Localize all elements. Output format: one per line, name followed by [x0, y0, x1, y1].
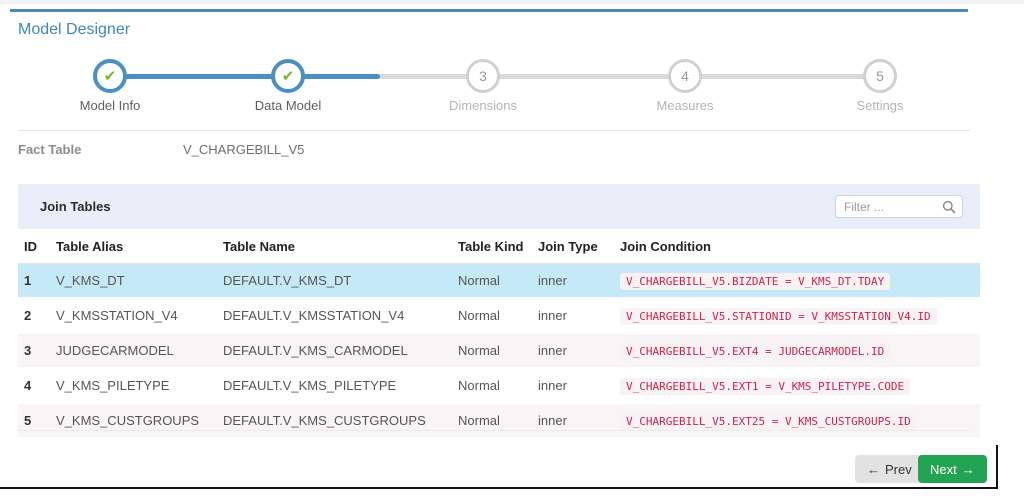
col-header-table-name: Table Name	[217, 232, 452, 264]
check-icon: ✔	[281, 67, 295, 85]
row-table-alias: V_KMS_DT	[56, 273, 125, 288]
filter-input[interactable]	[836, 199, 942, 214]
row-table-name: DEFAULT.V_KMS_CARMODEL	[223, 343, 408, 358]
stepper-progress	[110, 74, 380, 79]
row-table-alias: JUDGECARMODEL	[56, 343, 174, 358]
row-join-type: inner	[538, 378, 567, 393]
table-row[interactable]: 3 JUDGECARMODEL DEFAULT.V_KMS_CARMODEL N…	[18, 333, 980, 368]
row-table-alias: V_KMSSTATION_V4	[56, 308, 178, 323]
table-row[interactable]: 2 V_KMSSTATION_V4 DEFAULT.V_KMSSTATION_V…	[18, 298, 980, 333]
col-header-id: ID	[18, 232, 50, 264]
col-header-table-kind: Table Kind	[452, 232, 532, 264]
prev-button-label: Prev	[885, 461, 912, 477]
row-id: 5	[24, 413, 32, 428]
next-button-label: Next	[930, 461, 957, 477]
join-condition-code: V_CHARGEBILL_V5.EXT25 = V_KMS_CUSTGROUPS…	[620, 413, 917, 430]
screenshot-frame-bottom	[0, 487, 998, 489]
section-divider	[18, 130, 970, 131]
col-header-table-alias: Table Alias	[50, 232, 217, 264]
search-icon	[942, 200, 956, 213]
join-tables-table: ID Table Alias Table Name Table Kind Joi…	[18, 232, 980, 439]
step-number: 3	[479, 68, 487, 84]
join-condition-code: V_CHARGEBILL_V5.EXT1 = V_KMS_PILETYPE.CO…	[620, 378, 911, 395]
step-number: 5	[876, 68, 884, 84]
row-table-kind: Normal	[458, 343, 500, 358]
accent-divider	[10, 9, 968, 12]
row-table-kind: Normal	[458, 308, 500, 323]
table-row[interactable]: 1 V_KMS_DT DEFAULT.V_KMS_DT Normal inner…	[18, 263, 980, 298]
join-tables-panel: Join Tables	[18, 184, 980, 229]
table-bottom-divider	[18, 430, 970, 431]
prev-button[interactable]: ← Prev	[855, 455, 924, 483]
step-circle-model-info[interactable]: ✔	[93, 59, 127, 93]
row-id: 4	[24, 378, 32, 393]
join-tables-title: Join Tables	[40, 199, 111, 214]
screenshot-frame-right	[996, 445, 998, 489]
fact-table-value: V_CHARGEBILL_V5	[183, 142, 305, 157]
join-condition-code: V_CHARGEBILL_V5.BIZDATE = V_KMS_DT.TDAY	[620, 273, 891, 290]
step-label-model-info: Model Info	[79, 98, 141, 113]
top-edge-strip	[0, 0, 1024, 4]
step-circle-measures[interactable]: 4	[668, 59, 702, 93]
col-header-join-type: Join Type	[532, 232, 614, 264]
col-header-join-condition: Join Condition	[614, 232, 980, 264]
check-icon: ✔	[103, 67, 117, 85]
row-table-name: DEFAULT.V_KMS_CUSTGROUPS	[223, 413, 426, 428]
row-id: 3	[24, 343, 32, 358]
row-table-alias: V_KMS_PILETYPE	[56, 378, 170, 393]
join-condition-code: V_CHARGEBILL_V5.STATIONID = V_KMSSTATION…	[620, 308, 937, 325]
row-table-kind: Normal	[458, 413, 500, 428]
row-table-name: DEFAULT.V_KMSSTATION_V4	[223, 308, 405, 323]
page-title: Model Designer	[18, 21, 131, 38]
step-number: 4	[681, 68, 689, 84]
table-row[interactable]: 5 V_KMS_CUSTGROUPS DEFAULT.V_KMS_CUSTGRO…	[18, 403, 980, 438]
table-row[interactable]: 4 V_KMS_PILETYPE DEFAULT.V_KMS_PILETYPE …	[18, 368, 980, 403]
row-id: 1	[24, 273, 32, 288]
row-id: 2	[24, 308, 32, 323]
row-table-kind: Normal	[458, 273, 500, 288]
row-table-name: DEFAULT.V_KMS_PILETYPE	[223, 378, 397, 393]
row-table-kind: Normal	[458, 378, 500, 393]
join-condition-code: V_CHARGEBILL_V5.EXT4 = JUDGECARMODEL.ID	[620, 343, 891, 360]
step-label-settings: Settings	[856, 98, 904, 113]
step-circle-data-model[interactable]: ✔	[271, 59, 305, 93]
step-label-measures: Measures	[656, 98, 714, 113]
row-join-type: inner	[538, 343, 567, 358]
next-button[interactable]: Next →	[918, 455, 987, 483]
right-arrow-icon: →	[961, 461, 975, 477]
filter-box	[835, 195, 963, 218]
row-table-alias: V_KMS_CUSTGROUPS	[56, 413, 200, 428]
table-header-row: ID Table Alias Table Name Table Kind Joi…	[18, 232, 980, 264]
step-label-data-model: Data Model	[254, 98, 322, 113]
fact-table-label: Fact Table	[18, 142, 82, 157]
step-circle-settings[interactable]: 5	[863, 59, 897, 93]
row-join-type: inner	[538, 273, 567, 288]
row-join-type: inner	[538, 308, 567, 323]
left-arrow-icon: ←	[867, 461, 880, 477]
step-label-dimensions: Dimensions	[449, 98, 517, 113]
row-table-name: DEFAULT.V_KMS_DT	[223, 273, 352, 288]
step-circle-dimensions[interactable]: 3	[466, 59, 500, 93]
row-join-type: inner	[538, 413, 567, 428]
